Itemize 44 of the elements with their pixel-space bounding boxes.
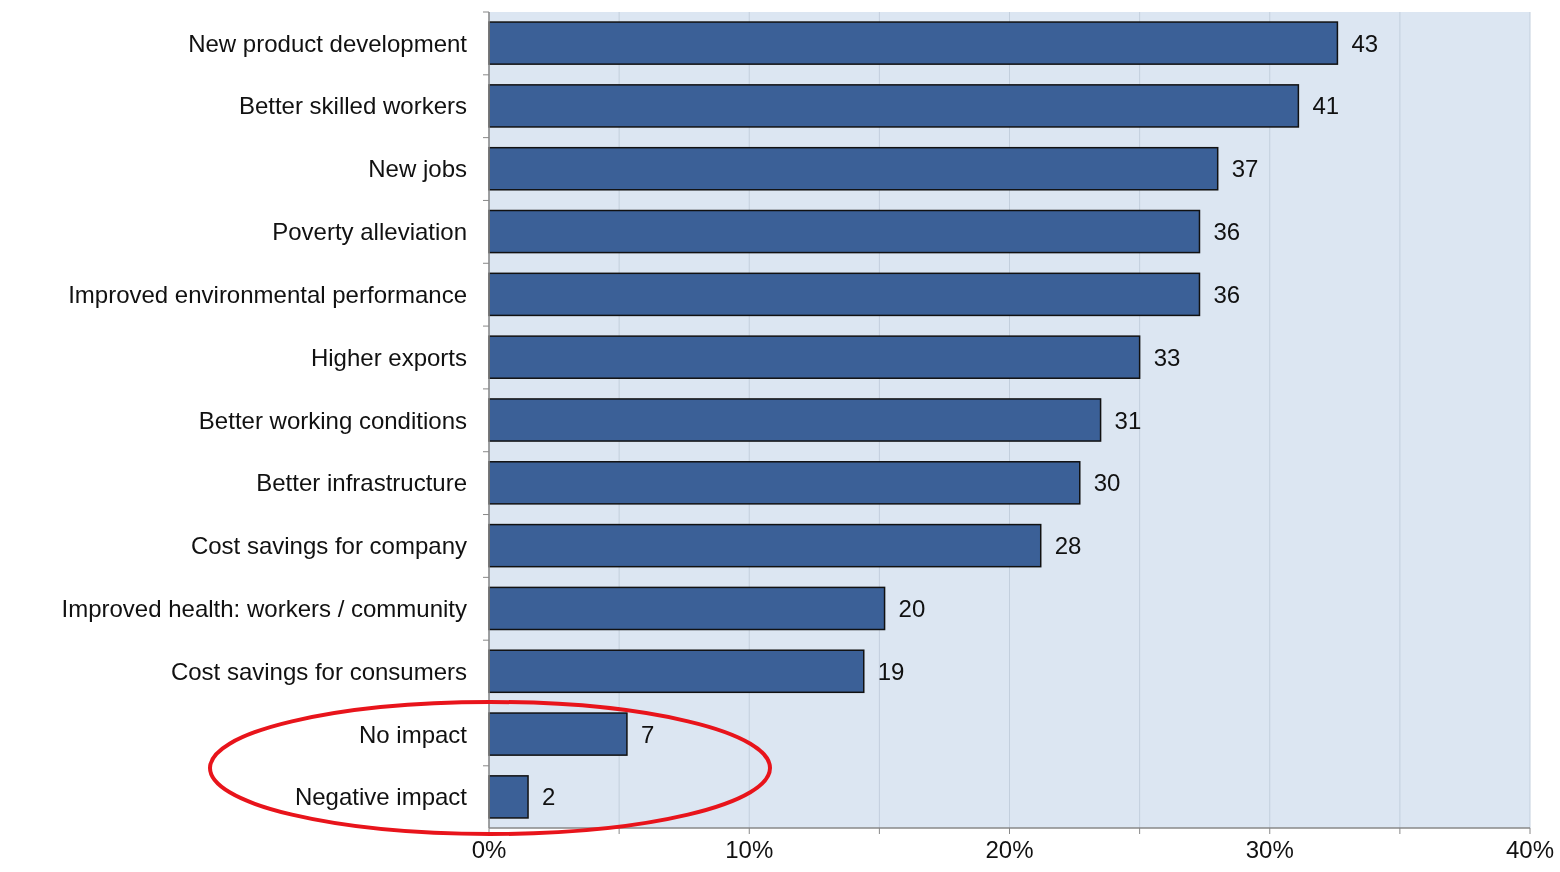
y-tick-label: Improved environmental performance: [68, 280, 467, 308]
x-tick-label: 0%: [471, 836, 507, 863]
annotation: 31: [1114, 406, 1142, 434]
annotation: 19: [877, 657, 905, 685]
annotation: 2: [542, 783, 556, 811]
bar: [488, 523, 1042, 568]
y-tick-label: Negative impact: [294, 783, 468, 811]
bar: [488, 775, 529, 819]
x-tick-label: 10%: [725, 836, 774, 863]
y-tick-label: Higher exports: [310, 343, 467, 371]
annotation: 20: [898, 594, 926, 622]
bar: [488, 209, 1201, 254]
y-tick-label: Better skilled workers: [238, 92, 467, 120]
y-tick-label: Poverty alleviation: [272, 218, 467, 246]
y-tick-label: No impact: [358, 720, 468, 748]
annotation: 7: [640, 720, 655, 748]
y-tick-label: Better infrastructure: [256, 469, 467, 497]
annotation: 36: [1213, 218, 1241, 246]
bar: [488, 712, 628, 756]
bar: [488, 649, 865, 694]
annotation: 43: [1351, 29, 1379, 57]
x-tick-label: 20%: [985, 836, 1034, 863]
y-tick-label: Better working conditions: [198, 406, 467, 434]
y-tick-label: Improved health: workers / community: [61, 594, 467, 622]
annotation: 30: [1093, 469, 1121, 497]
annotation: 41: [1312, 92, 1340, 120]
y-tick-label: Cost savings for company: [190, 532, 467, 560]
bar: [488, 146, 1219, 191]
annotation: 36: [1213, 280, 1241, 308]
x-tick-label: 40%: [1505, 836, 1555, 863]
y-tick-label: New jobs: [368, 155, 467, 183]
bar: [488, 84, 1300, 128]
bar: [488, 335, 1141, 379]
bar: [488, 586, 886, 631]
y-tick-label: New product development: [188, 29, 468, 57]
annotation: 33: [1153, 343, 1181, 371]
annotation: 28: [1054, 532, 1082, 560]
bar: [488, 21, 1339, 65]
x-tick-label: 30%: [1245, 836, 1294, 863]
annotation: 37: [1231, 155, 1259, 183]
y-tick-label: Cost savings for consumers: [170, 657, 467, 685]
bar: [488, 398, 1102, 442]
bar: [488, 272, 1201, 317]
bar: [488, 461, 1081, 505]
